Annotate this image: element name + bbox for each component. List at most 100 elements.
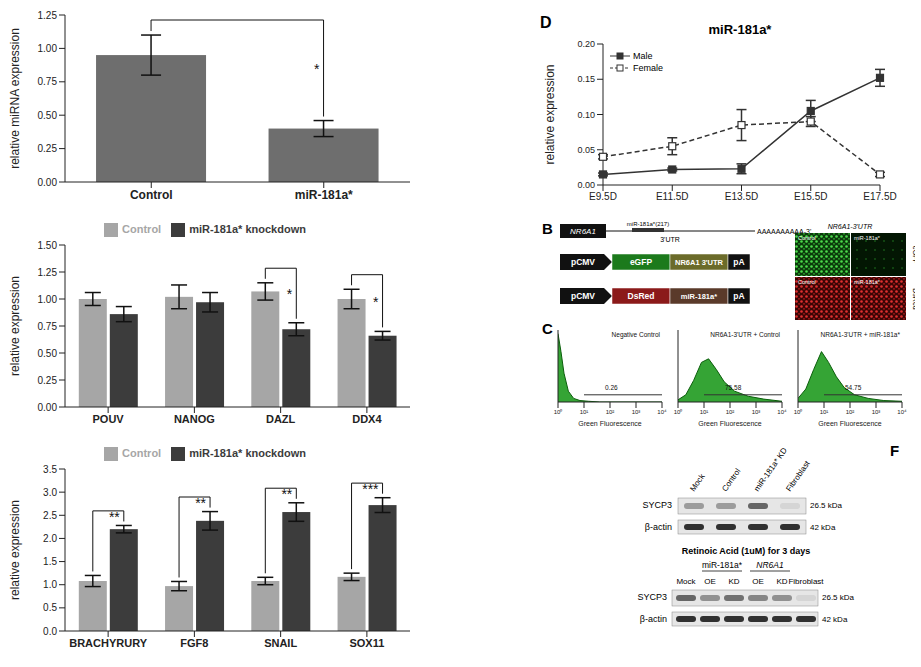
svg-text:eGFP: eGFP bbox=[912, 246, 913, 265]
svg-text:0.50: 0.50 bbox=[38, 348, 58, 359]
svg-text:BRACHYRURY: BRACHYRURY bbox=[69, 637, 147, 649]
svg-text:1.0: 1.0 bbox=[43, 579, 57, 590]
svg-text:10³: 10³ bbox=[872, 409, 881, 415]
svg-text:Retinoic Acid (1uM) for 3 days: Retinoic Acid (1uM) for 3 days bbox=[682, 546, 811, 556]
svg-text:**: ** bbox=[195, 495, 206, 511]
svg-text:NR6A1 3'UTR: NR6A1 3'UTR bbox=[675, 258, 724, 267]
svg-text:FGF8: FGF8 bbox=[180, 637, 208, 649]
svg-text:2.5: 2.5 bbox=[43, 510, 57, 521]
svg-text:POUV: POUV bbox=[93, 413, 125, 425]
svg-text:Mock: Mock bbox=[688, 472, 707, 494]
svg-text:E9.5D: E9.5D bbox=[589, 191, 617, 202]
svg-text:42 kDa: 42 kDa bbox=[810, 523, 836, 532]
svg-text:E15.5D: E15.5D bbox=[794, 191, 827, 202]
svg-text:miR-181a*: miR-181a* bbox=[681, 292, 717, 301]
svg-text:***: *** bbox=[362, 481, 379, 497]
svg-text:miR-181a*(217): miR-181a*(217) bbox=[627, 221, 669, 227]
svg-text:1.25: 1.25 bbox=[38, 10, 58, 21]
svg-text:B: B bbox=[542, 220, 553, 237]
svg-text:10¹: 10¹ bbox=[580, 409, 589, 415]
svg-text:2.0: 2.0 bbox=[43, 533, 57, 544]
svg-text:Control: Control bbox=[130, 188, 173, 202]
svg-text:0.5: 0.5 bbox=[43, 602, 57, 613]
svg-text:miR-181a*: miR-181a* bbox=[295, 188, 353, 202]
svg-text:Fibroblast: Fibroblast bbox=[784, 459, 812, 494]
svg-text:0.75: 0.75 bbox=[38, 76, 58, 87]
svg-text:1.50: 1.50 bbox=[38, 240, 58, 251]
svg-text:β-actin: β-actin bbox=[645, 522, 672, 532]
svg-text:1.00: 1.00 bbox=[38, 43, 58, 54]
svg-text:10²: 10² bbox=[846, 409, 855, 415]
svg-text:10⁰: 10⁰ bbox=[794, 408, 803, 415]
svg-text:NR6A1: NR6A1 bbox=[756, 560, 784, 570]
svg-text:OE: OE bbox=[704, 577, 716, 586]
svg-text:0.20: 0.20 bbox=[577, 39, 595, 49]
svg-text:**: ** bbox=[109, 509, 120, 525]
svg-text:**: ** bbox=[281, 486, 292, 502]
svg-text:3'UTR: 3'UTR bbox=[660, 236, 680, 243]
svg-text:relative expression: relative expression bbox=[8, 500, 22, 600]
svg-text:26.5 kDa: 26.5 kDa bbox=[810, 501, 843, 510]
svg-text:miR-181a*: miR-181a* bbox=[854, 235, 881, 241]
svg-text:Fibroblast: Fibroblast bbox=[788, 577, 824, 586]
svg-text:*: * bbox=[373, 294, 379, 310]
svg-text:NR6A1-3'UTR: NR6A1-3'UTR bbox=[828, 223, 873, 230]
svg-text:Mock: Mock bbox=[676, 577, 696, 586]
svg-text:*: * bbox=[314, 61, 320, 77]
svg-text:SYCP3: SYCP3 bbox=[642, 500, 672, 510]
svg-text:SYCP3: SYCP3 bbox=[637, 592, 667, 602]
svg-text:F: F bbox=[890, 442, 899, 459]
svg-text:DDX4: DDX4 bbox=[352, 413, 382, 425]
svg-text:26.5 kDa: 26.5 kDa bbox=[822, 593, 855, 602]
svg-text:0.50: 0.50 bbox=[38, 110, 58, 121]
svg-text:E11.5D: E11.5D bbox=[656, 191, 689, 202]
svg-text:0.00: 0.00 bbox=[577, 180, 595, 190]
svg-text:0.25: 0.25 bbox=[38, 375, 58, 386]
svg-text:3.5: 3.5 bbox=[43, 464, 57, 475]
svg-text:Green Fluorescence: Green Fluorescence bbox=[698, 420, 762, 426]
svg-text:relative miRNA expression: relative miRNA expression bbox=[8, 28, 22, 169]
svg-text:E13.5D: E13.5D bbox=[725, 191, 758, 202]
svg-text:miR-181a* KD: miR-181a* KD bbox=[752, 446, 789, 493]
svg-text:Control: Control bbox=[798, 235, 816, 241]
svg-text:10²: 10² bbox=[726, 409, 735, 415]
svg-text:10⁴: 10⁴ bbox=[777, 409, 787, 415]
svg-text:1.00: 1.00 bbox=[38, 294, 58, 305]
svg-text:1.5: 1.5 bbox=[43, 556, 57, 567]
svg-text:OE: OE bbox=[752, 577, 764, 586]
svg-text:0.00: 0.00 bbox=[38, 177, 58, 188]
svg-text:pCMV: pCMV bbox=[571, 257, 595, 267]
svg-text:pA: pA bbox=[733, 257, 744, 267]
svg-text:Control: Control bbox=[720, 467, 742, 493]
svg-text:E17.5D: E17.5D bbox=[863, 191, 896, 202]
svg-text:10⁴: 10⁴ bbox=[657, 409, 667, 415]
svg-text:DAZL: DAZL bbox=[266, 413, 296, 425]
svg-text:SNAIL: SNAIL bbox=[264, 637, 297, 649]
svg-text:KD: KD bbox=[776, 577, 787, 586]
svg-text:10²: 10² bbox=[606, 409, 615, 415]
svg-text:1.25: 1.25 bbox=[38, 267, 58, 278]
svg-text:0.25: 0.25 bbox=[38, 143, 58, 154]
svg-text:β-actin: β-actin bbox=[640, 614, 667, 624]
svg-text:relative expression: relative expression bbox=[543, 64, 557, 164]
svg-text:NR6A1: NR6A1 bbox=[570, 227, 596, 236]
svg-text:0.75: 0.75 bbox=[38, 321, 58, 332]
svg-text:42 kDa: 42 kDa bbox=[822, 615, 848, 624]
svg-text:*: * bbox=[287, 286, 293, 302]
svg-text:pA: pA bbox=[733, 291, 744, 301]
svg-text:0.10: 0.10 bbox=[577, 110, 595, 120]
svg-text:3.0: 3.0 bbox=[43, 487, 57, 498]
svg-text:10¹: 10¹ bbox=[700, 409, 709, 415]
svg-text:DsRed: DsRed bbox=[912, 288, 913, 310]
svg-text:10⁰: 10⁰ bbox=[674, 408, 683, 415]
svg-text:10³: 10³ bbox=[752, 409, 761, 415]
svg-text:10⁰: 10⁰ bbox=[554, 408, 563, 415]
svg-text:0.15: 0.15 bbox=[577, 74, 595, 84]
svg-text:relative expression: relative expression bbox=[8, 276, 22, 376]
svg-text:Green Fluorescence: Green Fluorescence bbox=[578, 420, 642, 426]
svg-text:miR-181a*: miR-181a* bbox=[854, 279, 881, 285]
svg-text:0.0: 0.0 bbox=[43, 626, 57, 637]
svg-text:Control: Control bbox=[798, 279, 816, 285]
svg-text:eGFP: eGFP bbox=[630, 257, 653, 267]
svg-text:10⁴: 10⁴ bbox=[897, 409, 907, 415]
